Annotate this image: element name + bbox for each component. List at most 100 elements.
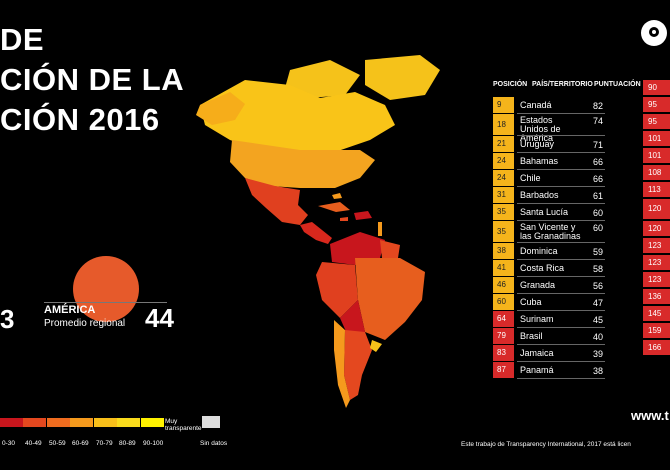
header-position: POSICIÓN — [493, 81, 528, 88]
legend-label: 90-100 — [143, 440, 164, 447]
row-divider — [517, 186, 605, 187]
second-rank-badge: 120 — [643, 221, 670, 236]
rank-badge: 41 — [493, 260, 514, 276]
row-divider — [517, 135, 605, 136]
legend-swatch — [0, 418, 23, 427]
partial-region-score: 3 — [0, 304, 15, 334]
second-rank-badge: 123 — [643, 255, 670, 270]
country-score: 66 — [592, 157, 603, 167]
country-score: 82 — [592, 101, 603, 111]
map-region-arctic — [365, 55, 440, 100]
table-row: 60 Cuba 47 — [493, 294, 605, 311]
table-row: 64 Surinam 45 — [493, 311, 605, 328]
row-divider — [517, 220, 605, 221]
license-footer: Este trabajo de Transparency Internation… — [461, 441, 631, 448]
map-region-brazil — [355, 258, 425, 340]
legend-swatch — [117, 418, 140, 427]
row-divider — [517, 259, 605, 260]
map-region-arctic-islands — [285, 60, 360, 98]
row-divider — [517, 361, 605, 362]
second-rank-badge: 145 — [643, 306, 670, 321]
website-url[interactable]: www.t — [631, 408, 669, 423]
second-rank-badge: 123 — [643, 238, 670, 253]
row-divider — [517, 169, 605, 170]
country-name: Barbados — [520, 190, 559, 200]
country-name: Granada — [520, 280, 556, 290]
table-row: 9 Canadá 82 — [493, 97, 605, 114]
second-rank-badge: 108 — [643, 165, 670, 180]
region-divider — [44, 302, 167, 303]
title-line-3: CIÓN 2016 — [0, 102, 160, 137]
map-region-mexico — [245, 178, 308, 225]
table-row: 46 Granada 56 — [493, 277, 605, 294]
map-region-guianas — [380, 240, 400, 258]
legend-label: 80-89 — [119, 440, 136, 447]
country-name: Chile — [520, 173, 541, 183]
second-rank-badge: 101 — [643, 131, 670, 146]
country-name: Canadá — [520, 100, 552, 110]
country-score: 58 — [592, 264, 603, 274]
map-region-uruguay — [370, 340, 382, 352]
map-region-central-america — [300, 222, 332, 244]
table-row: 38 Dominica 59 — [493, 243, 605, 260]
rank-badge: 60 — [493, 294, 514, 310]
country-name: Jamaica — [520, 348, 554, 358]
country-name: Cuba — [520, 297, 542, 307]
rank-badge: 64 — [493, 311, 514, 327]
country-name: Surinam — [520, 314, 554, 324]
legend-swatch — [94, 418, 117, 427]
map-region-chile — [334, 320, 350, 408]
row-divider — [517, 344, 605, 345]
rank-badge: 21 — [493, 136, 514, 152]
country-name: Panamá — [520, 365, 554, 375]
row-divider — [517, 113, 605, 114]
no-data-swatch — [202, 416, 220, 428]
country-score: 60 — [592, 223, 603, 233]
map-region-cuba — [318, 202, 350, 212]
table-row: 35 San Vicente y las Granadinas 60 — [493, 221, 605, 243]
row-divider — [517, 310, 605, 311]
regional-average-circle — [73, 256, 139, 322]
row-divider — [517, 152, 605, 153]
header-score: PUNTUACIÓN — [594, 81, 641, 88]
country-name: Dominica — [520, 246, 558, 256]
country-name: Uruguay — [520, 139, 555, 149]
table-row: 87 Panamá 38 — [493, 362, 605, 379]
region-label-block: AMÉRICA Promedio regional — [44, 304, 125, 329]
table-row: 21 Uruguay 71 — [493, 136, 605, 153]
map-region-colombia-venezuela — [330, 232, 385, 265]
country-score: 59 — [592, 247, 603, 257]
country-score: 74 — [592, 116, 603, 126]
logo-dot — [652, 30, 656, 34]
country-name: Santa Lucía — [520, 207, 569, 217]
rank-badge: 35 — [493, 221, 514, 242]
header-country: PAÍS/TERRITORIO — [532, 81, 593, 88]
second-rank-badge: 159 — [643, 323, 670, 338]
table-row: 24 Chile 66 — [493, 170, 605, 187]
second-rank-badge: 95 — [643, 114, 670, 129]
country-score: 45 — [592, 315, 603, 325]
country-score: 40 — [592, 332, 603, 342]
table-row: 35 Santa Lucía 60 — [493, 204, 605, 221]
second-rank-badge: 95 — [643, 97, 670, 112]
country-score: 66 — [592, 174, 603, 184]
map-region-ecuador-peru — [316, 262, 358, 318]
country-score: 60 — [592, 208, 603, 218]
second-rank-badge: 101 — [643, 148, 670, 163]
transparency-international-logo — [641, 20, 667, 46]
table-row: 41 Costa Rica 58 — [493, 260, 605, 277]
map-region-argentina — [344, 330, 372, 400]
rank-badge: 38 — [493, 243, 514, 259]
country-name: Estados Unidos de América — [520, 115, 561, 143]
legend-label: 60-69 — [72, 440, 89, 447]
country-score: 61 — [592, 191, 603, 201]
table-row: 24 Bahamas 66 — [493, 153, 605, 170]
row-divider — [517, 378, 605, 379]
region-name: AMÉRICA — [44, 304, 96, 316]
legend-end-label: Muy transparente — [165, 418, 202, 432]
table-row: 79 Brasil 40 — [493, 328, 605, 345]
second-rank-badge: 166 — [643, 340, 670, 355]
row-divider — [517, 327, 605, 328]
map-region-bahamas — [332, 193, 342, 199]
region-score: 44 — [145, 303, 174, 333]
